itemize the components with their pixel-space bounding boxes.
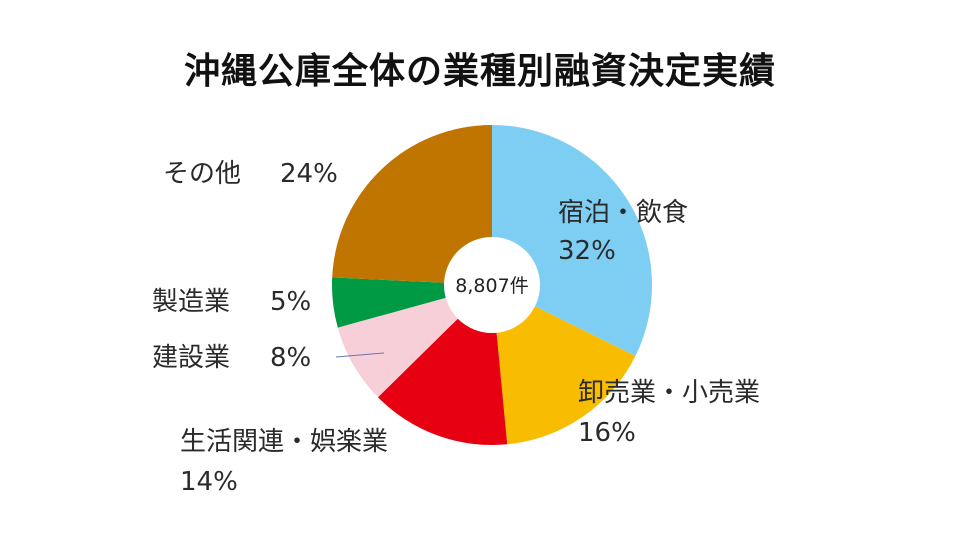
slice-label-name: 卸売業・小売業 bbox=[578, 378, 760, 408]
slice-label-percent: 16% bbox=[578, 418, 636, 448]
slice-label-percent: 5% bbox=[270, 287, 311, 317]
slice-label-name: その他 bbox=[163, 159, 241, 189]
center-total-label: 8,807件 bbox=[455, 275, 528, 297]
slice-label-percent: 8% bbox=[270, 343, 311, 373]
pie-slice bbox=[492, 285, 636, 445]
slice-label-percent: 24% bbox=[280, 159, 338, 189]
chart-title: 沖縄公庫全体の業種別融資決定実績 bbox=[183, 51, 776, 92]
leader-line bbox=[335, 352, 385, 358]
slice-label-name: 宿泊・飲食 bbox=[558, 198, 688, 228]
slice-label-percent: 14% bbox=[180, 467, 238, 497]
slice-label-name: 生活関連・娯楽業 bbox=[180, 427, 388, 457]
pie-slice bbox=[332, 125, 492, 285]
slice-label-name: 建設業 bbox=[152, 343, 230, 373]
slice-label-percent: 32% bbox=[558, 236, 616, 266]
donut-hole bbox=[444, 237, 540, 333]
slice-label-name: 製造業 bbox=[152, 287, 230, 317]
